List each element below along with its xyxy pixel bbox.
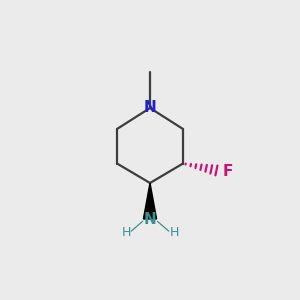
Text: H: H	[169, 226, 179, 239]
Text: F: F	[222, 164, 233, 178]
Polygon shape	[143, 183, 157, 219]
Text: N: N	[144, 212, 156, 226]
Text: H: H	[121, 226, 131, 239]
Text: N: N	[144, 100, 156, 116]
